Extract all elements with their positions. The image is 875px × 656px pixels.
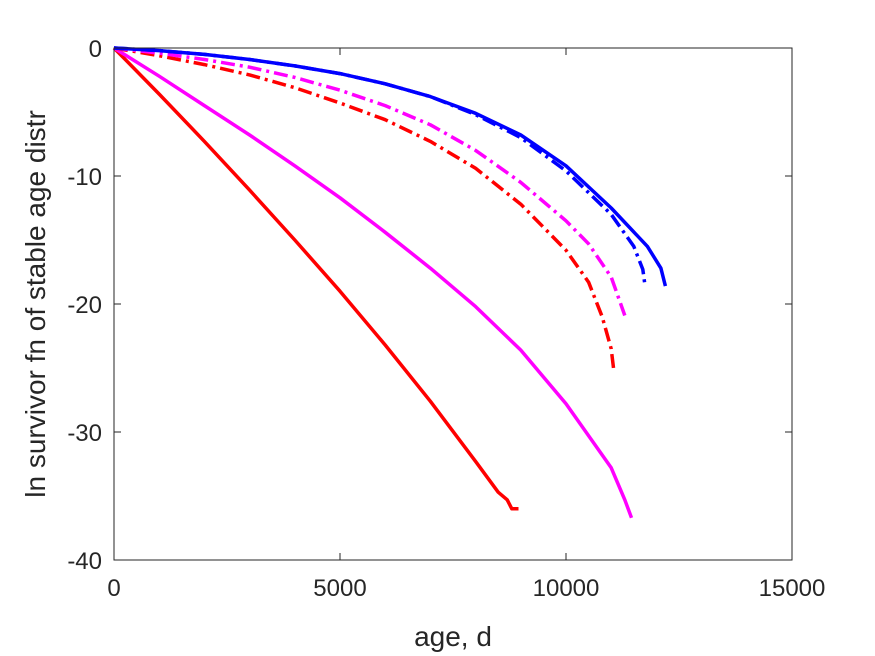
series-layer [112,46,668,519]
y-tick-label: -40 [67,548,102,575]
x-tick-label: 5000 [313,575,366,602]
y-axis-title: ln survivor fn of stable age distr [20,110,51,498]
x-tick-label: 0 [107,575,120,602]
x-axis-title: age, d [414,621,492,652]
y-tick-label: -20 [67,292,102,319]
x-tick-label: 10000 [533,575,600,602]
series-line-4 [113,46,627,317]
x-tick-label: 15000 [759,575,826,602]
series-line-6 [113,46,668,287]
series-line-2 [113,46,634,519]
y-tick-label: -10 [67,164,102,191]
series-line-3 [113,46,616,369]
tick-layer: 0 5000 10000 15000 0 -10 -20 -30 -40 [67,36,825,602]
y-tick-label: -30 [67,420,102,447]
series-line-1 [112,46,519,511]
y-tick-label: 0 [89,36,102,63]
